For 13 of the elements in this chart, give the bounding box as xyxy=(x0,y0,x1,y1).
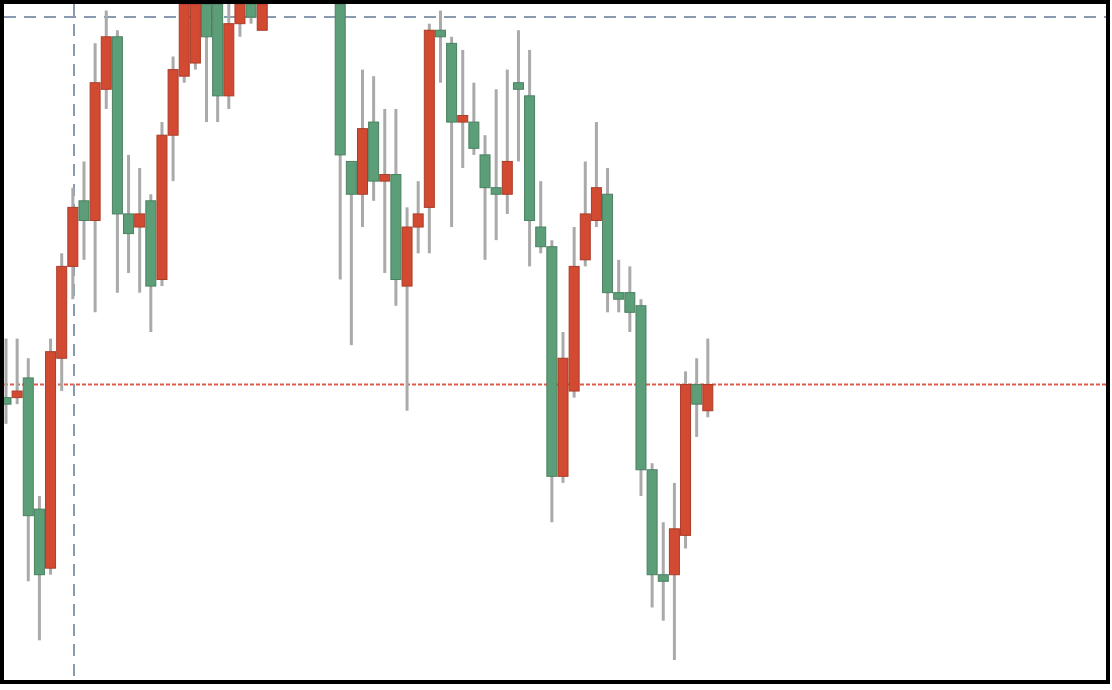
candlestick xyxy=(78,159,90,262)
candlestick xyxy=(434,9,446,85)
candlestick xyxy=(134,166,146,295)
candlestick xyxy=(345,159,357,347)
candlestick xyxy=(512,28,524,163)
candlestick xyxy=(379,107,391,275)
candlestick xyxy=(457,48,469,170)
candlestick xyxy=(691,356,703,439)
candlestick xyxy=(245,2,257,26)
candlestick xyxy=(702,337,714,419)
candlestick xyxy=(256,3,268,31)
candlestick xyxy=(501,68,513,216)
candlestick xyxy=(468,81,480,157)
